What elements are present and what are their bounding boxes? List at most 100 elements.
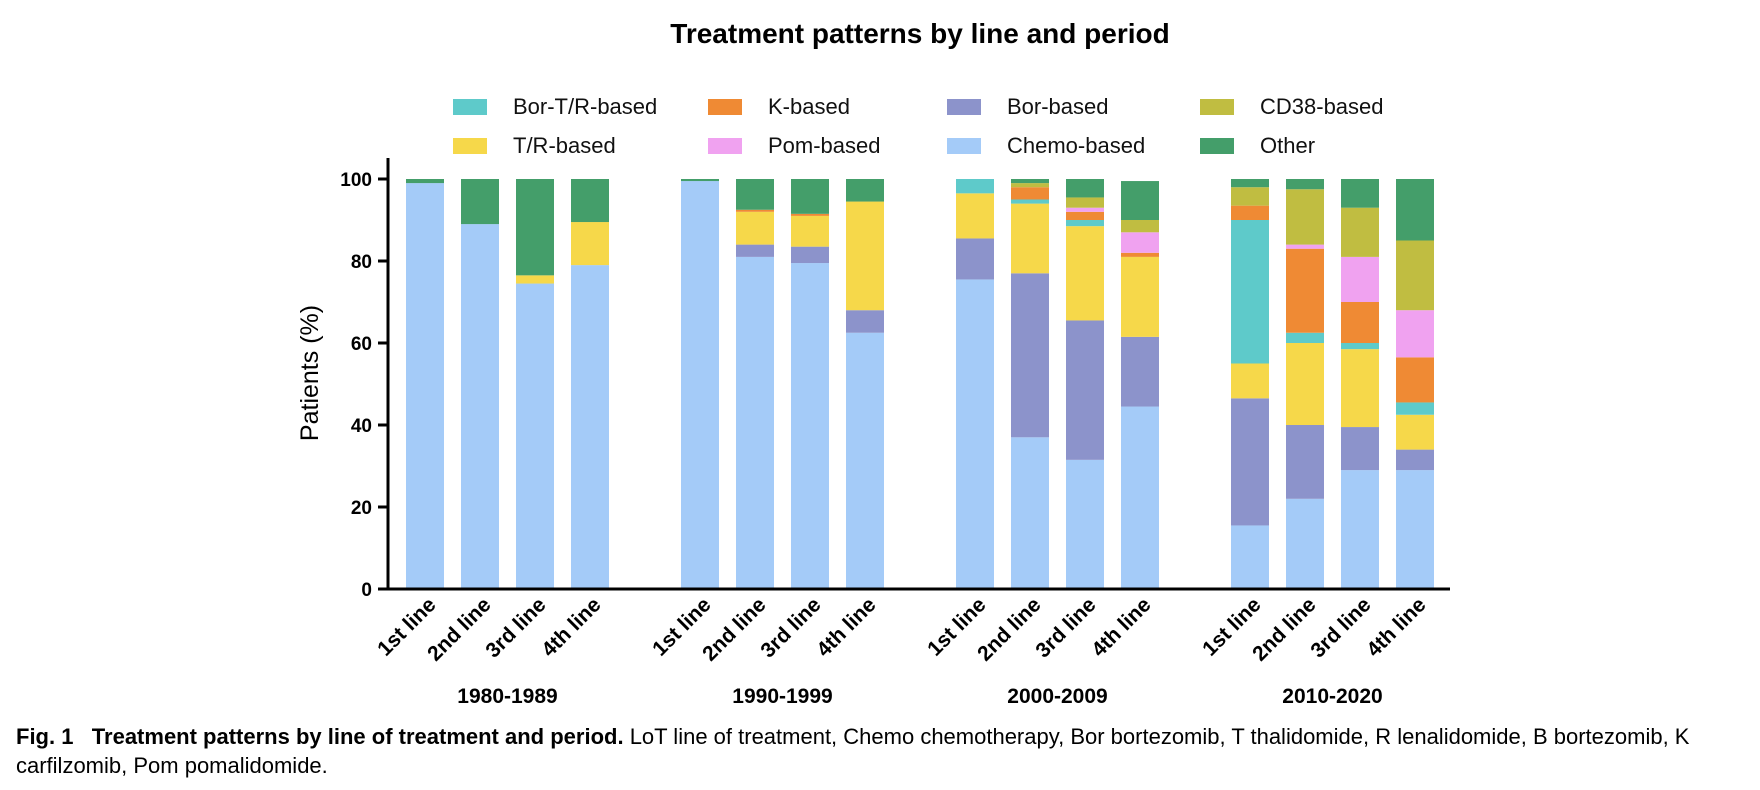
bar-segment-chemo-based bbox=[956, 279, 994, 589]
bar-segment-bor-based bbox=[1121, 336, 1159, 407]
legend-label: CD38-based bbox=[1260, 94, 1384, 119]
caption-text: LoT line of treatment, Chemo chemotherap… bbox=[16, 724, 1690, 778]
bar-segment-other bbox=[1011, 179, 1049, 184]
bar-segment-cd38-based bbox=[1396, 240, 1434, 311]
chart-legend: Bor-T/R-based K-based Bor-based CD38-based T… bbox=[453, 94, 1384, 158]
bar-segment-bor-t-r-based bbox=[1286, 332, 1324, 343]
bar-segment-bor-based bbox=[791, 246, 829, 264]
x-tick-label: 4th line bbox=[537, 593, 605, 661]
bar-segment-t-r-based bbox=[736, 211, 774, 245]
y-tick-label: 0 bbox=[361, 580, 372, 601]
period-label: 2010-2020 bbox=[1282, 685, 1382, 708]
x-tick-label: 4th line bbox=[1087, 593, 1155, 661]
figure-caption: Fig. 1 Treatment patterns by line of tre… bbox=[16, 722, 1746, 780]
x-tick-label: 3rd line bbox=[1306, 593, 1375, 662]
bar-segment-t-r-based bbox=[791, 215, 829, 247]
bar-segment-other bbox=[1286, 179, 1324, 190]
bar-segment-bor-based bbox=[1066, 320, 1104, 460]
bar-segment-bor-t-r-based bbox=[956, 179, 994, 194]
legend-label: Bor-based bbox=[1007, 94, 1109, 119]
bar-segment-chemo-based bbox=[791, 263, 829, 589]
x-tick-label: 3rd line bbox=[756, 593, 825, 662]
legend-label: Other bbox=[1260, 133, 1315, 158]
bar-segment-chemo-based bbox=[406, 183, 444, 589]
legend-swatch bbox=[947, 138, 981, 154]
bar-segment-k-based bbox=[1286, 248, 1324, 333]
bar-segment-chemo-based bbox=[1066, 459, 1104, 589]
legend-swatch bbox=[947, 99, 981, 115]
bar-segment-t-r-based bbox=[1121, 256, 1159, 337]
bar-segment-other bbox=[846, 179, 884, 202]
bar-segment-k-based bbox=[736, 209, 774, 212]
y-tick-label: 80 bbox=[351, 252, 372, 273]
bar-segment-bor-based bbox=[736, 244, 774, 257]
bar-segment-t-r-based bbox=[846, 201, 884, 311]
bar-segment-chemo-based bbox=[1011, 437, 1049, 589]
bar-segment-cd38-based bbox=[1011, 183, 1049, 188]
x-tick-label: 4th line bbox=[812, 593, 880, 661]
y-axis-label: Patients (%) bbox=[296, 305, 324, 441]
bar-segment-chemo-based bbox=[571, 265, 609, 589]
bar-segment-cd38-based bbox=[1341, 207, 1379, 257]
legend-swatch bbox=[708, 138, 742, 154]
legend-swatch bbox=[1200, 99, 1234, 115]
bar-segment-t-r-based bbox=[1341, 349, 1379, 428]
bar-segment-bor-based bbox=[1231, 398, 1269, 526]
bar-segment-chemo-based bbox=[1341, 470, 1379, 589]
bar-segment-t-r-based bbox=[956, 193, 994, 239]
legend-label: Chemo-based bbox=[1007, 133, 1145, 158]
bar-segment-bor-t-r-based bbox=[1341, 343, 1379, 350]
bar-segment-pom-based bbox=[1121, 232, 1159, 253]
bar-segment-other bbox=[571, 179, 609, 223]
bar-segment-other bbox=[1341, 179, 1379, 208]
legend-swatch bbox=[453, 99, 487, 115]
y-tick-label: 60 bbox=[351, 334, 372, 355]
legend-label: Pom-based bbox=[768, 133, 881, 158]
y-tick-label: 100 bbox=[340, 170, 372, 191]
bar-segment-t-r-based bbox=[1011, 203, 1049, 274]
bar-segment-other bbox=[791, 179, 829, 214]
bar-segment-other bbox=[1396, 179, 1434, 241]
bar-segment-other bbox=[1066, 179, 1104, 198]
bar-segment-bor-t-r-based bbox=[1396, 402, 1434, 415]
period-label: 2000-2009 bbox=[1007, 685, 1107, 708]
bar-segment-bor-based bbox=[1341, 427, 1379, 471]
bar-segment-chemo-based bbox=[736, 256, 774, 589]
bar-segment-chemo-based bbox=[1231, 525, 1269, 589]
bar-segment-bor-based bbox=[1011, 273, 1049, 438]
bar-segment-bor-t-r-based bbox=[1231, 220, 1269, 364]
x-tick-label: 3rd line bbox=[1031, 593, 1100, 662]
legend-label: Bor-T/R-based bbox=[513, 94, 657, 119]
bar-segment-bor-t-r-based bbox=[1011, 199, 1049, 204]
bar-segment-other bbox=[516, 179, 554, 276]
bar-segment-other bbox=[736, 179, 774, 210]
bar-segment-chemo-based bbox=[461, 224, 499, 589]
bar-segment-other bbox=[406, 179, 444, 184]
period-label: 1990-1999 bbox=[732, 685, 832, 708]
chart-title: Treatment patterns by line and period bbox=[670, 18, 1169, 49]
bar-segment-chemo-based bbox=[1121, 406, 1159, 589]
y-tick-label: 40 bbox=[351, 416, 372, 437]
legend-label: K-based bbox=[768, 94, 850, 119]
bar-segment-bor-t-r-based bbox=[1066, 220, 1104, 227]
bar-segment-k-based bbox=[1066, 211, 1104, 220]
bar-segment-bor-based bbox=[1396, 449, 1434, 471]
bar-segment-pom-based bbox=[1396, 310, 1434, 358]
bar-segment-t-r-based bbox=[1066, 226, 1104, 321]
bar-segment-chemo-based bbox=[1396, 470, 1434, 589]
bar-segment-k-based bbox=[1121, 252, 1159, 257]
y-tick-label: 20 bbox=[351, 498, 372, 519]
legend-swatch bbox=[1200, 138, 1234, 154]
bar-segment-k-based bbox=[791, 213, 829, 216]
bar-segment-cd38-based bbox=[1121, 220, 1159, 233]
caption-label: Fig. 1 bbox=[16, 724, 74, 749]
bar-segment-cd38-based bbox=[1066, 197, 1104, 208]
caption-bold-title: Treatment patterns by line of treatment … bbox=[91, 724, 624, 749]
bar-segment-bor-based bbox=[956, 238, 994, 280]
bar-segment-t-r-based bbox=[516, 275, 554, 284]
bar-segment-other bbox=[1121, 181, 1159, 220]
period-label: 1980-1989 bbox=[457, 685, 557, 708]
bar-segment-chemo-based bbox=[681, 181, 719, 590]
x-tick-label: 3rd line bbox=[481, 593, 550, 662]
